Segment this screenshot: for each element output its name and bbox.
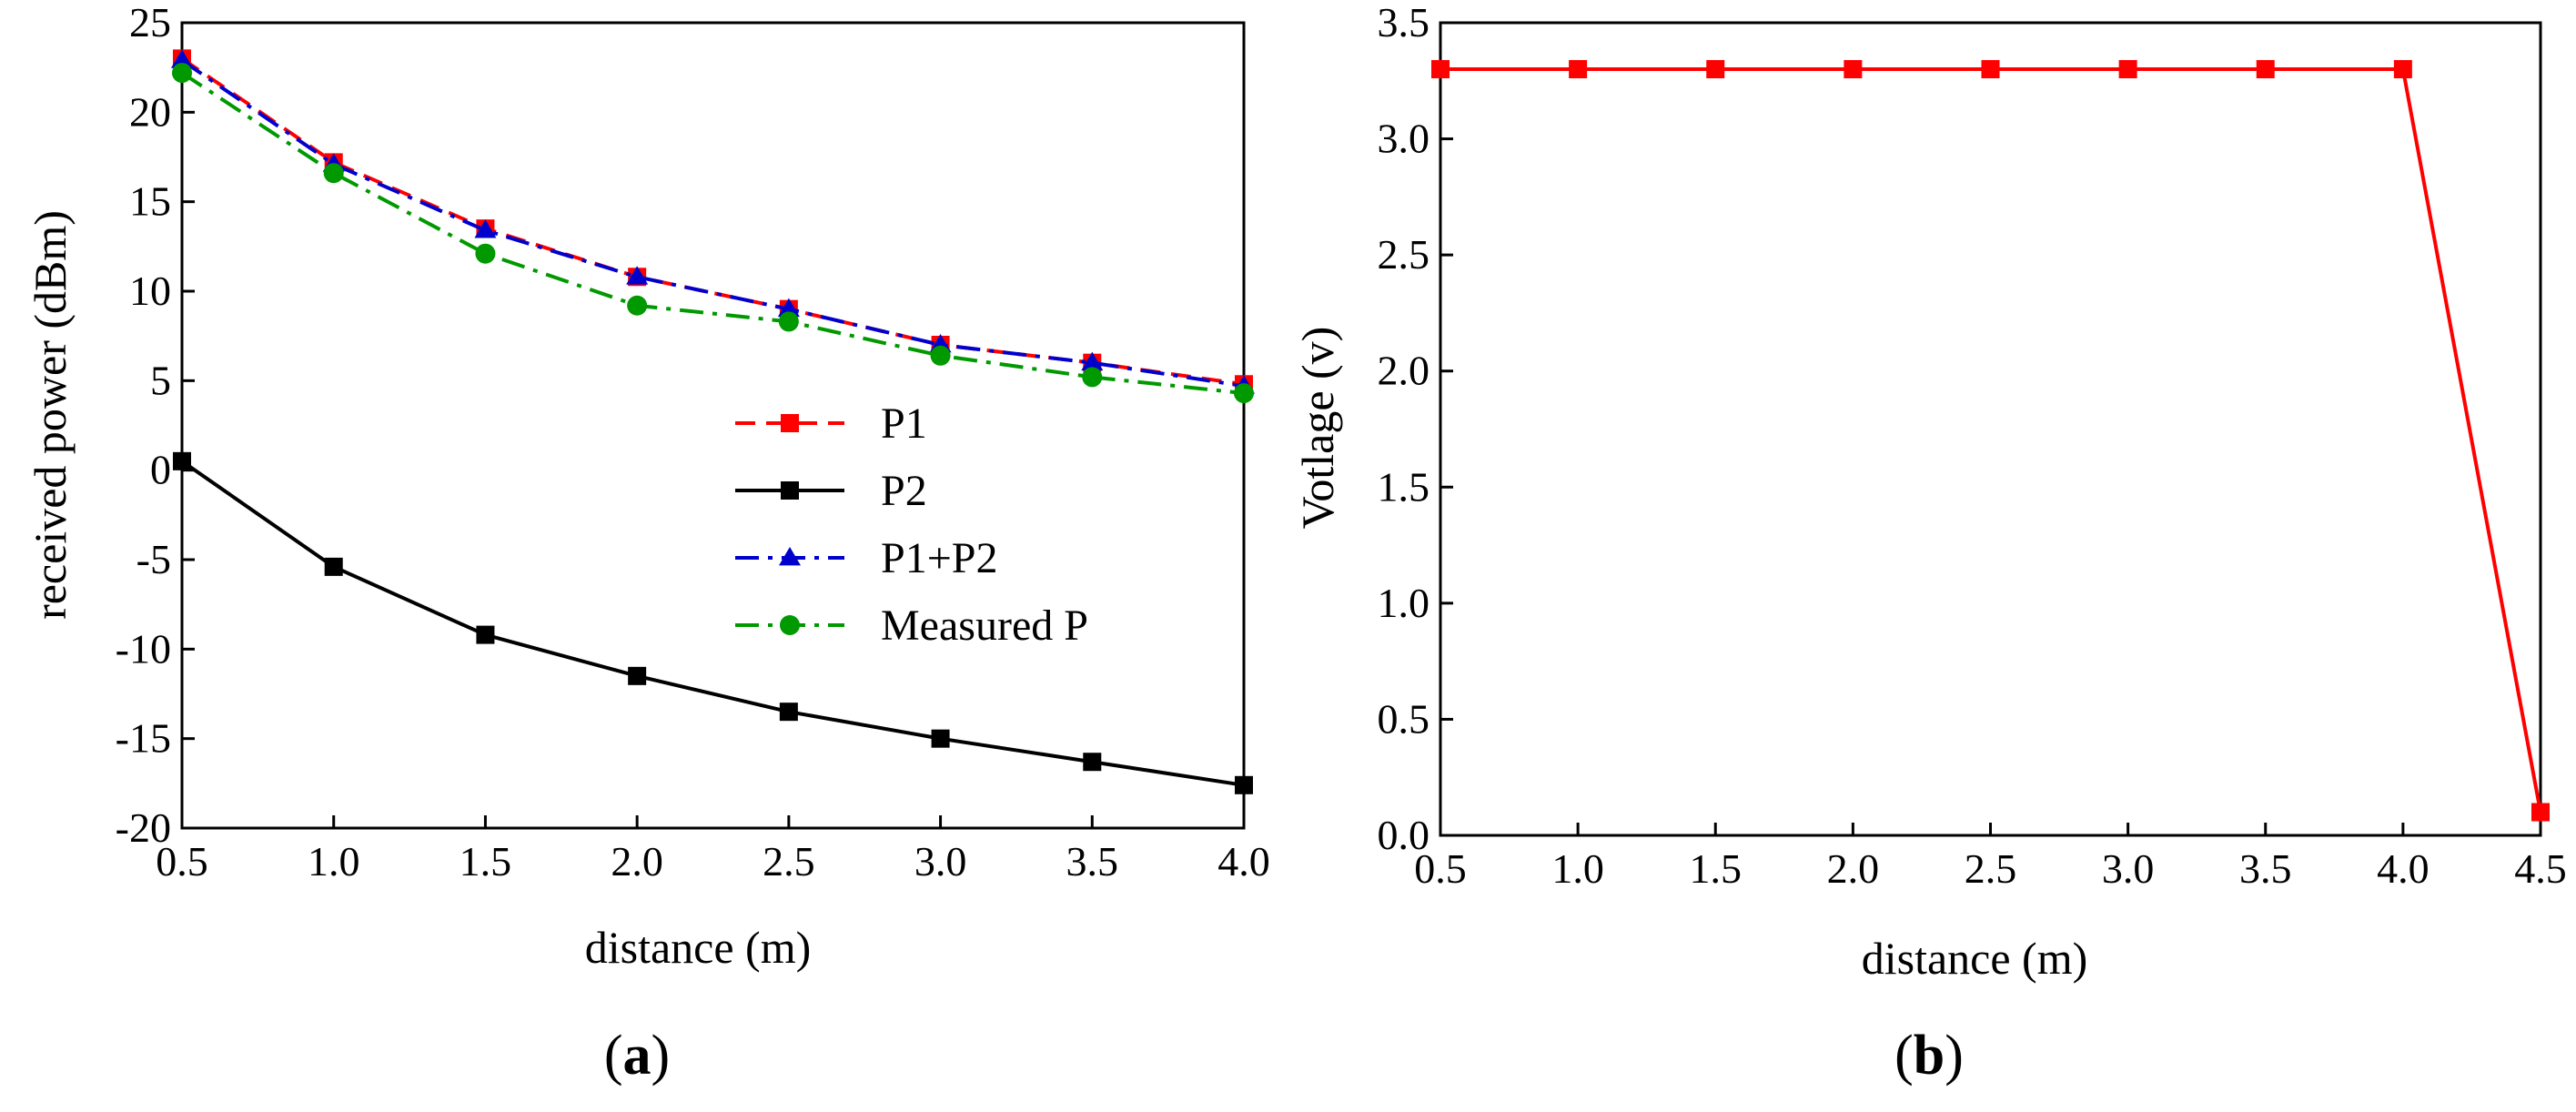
- panel-a-ytick-label: 25: [129, 0, 171, 45]
- panel-a-data-point-p2: [931, 729, 950, 748]
- panel-a-ytick-label: -10: [116, 625, 171, 672]
- panel-b-ytick-label: 2.0: [1378, 348, 1430, 394]
- panel-b-ylabel: Votlage (v): [1292, 327, 1343, 530]
- panel-a-data-point-p1-p2: [171, 49, 193, 68]
- panel-b-xtick-label: 1.0: [1551, 845, 1604, 892]
- panel-a-data-point-p2: [779, 703, 798, 722]
- panel-a-caption: (a): [604, 1025, 670, 1087]
- panel-a-ytick-label: 20: [129, 88, 171, 135]
- panel-b-xtick-label: 3.5: [2239, 845, 2292, 892]
- panel-b-ytick-label: 3.5: [1378, 0, 1430, 45]
- panel-b-ytick-label: 0.0: [1378, 812, 1430, 858]
- panel-a-data-point-measured-p: [930, 345, 951, 366]
- panel-a-series-line-p1-p2: [180, 58, 1245, 389]
- panel-b-data-point-voltage: [2531, 803, 2550, 822]
- panel-a-series-line-p2: [180, 460, 1245, 787]
- panel-a-ytick-label: -5: [136, 536, 171, 582]
- panel-b-xtick-label: 1.5: [1690, 845, 1743, 892]
- panel-a-legend-marker: [781, 481, 799, 500]
- panel-a-legend-marker: [780, 615, 800, 635]
- panel-b-data-point-voltage: [2393, 60, 2412, 79]
- panel-b-xtick-label: 4.5: [2514, 845, 2567, 892]
- panel-b-data-point-voltage: [1981, 60, 2000, 79]
- panel-a-legend-marker: [781, 414, 799, 432]
- panel-a-data-point-p2: [324, 557, 343, 576]
- panel-b-xtick-label: 4.0: [2377, 845, 2430, 892]
- panel-a-data-point-p2: [1235, 775, 1253, 794]
- panel-a-data-point-p1-p2: [474, 219, 497, 238]
- panel-b-ytick-label: 1.0: [1378, 580, 1430, 626]
- panel-a-data-point-measured-p: [172, 63, 192, 84]
- panel-a-ytick-label: 0: [150, 447, 171, 493]
- panel-b-data-point-voltage: [1569, 60, 1588, 79]
- panel-b-ytick-label: 3.0: [1378, 116, 1430, 162]
- panel-a-xlabel: distance (m): [585, 922, 812, 973]
- panel-a-data-point-measured-p: [323, 163, 344, 184]
- panel-a-data-point-measured-p: [1082, 367, 1103, 388]
- panel-a-data-point-p2: [476, 625, 495, 644]
- panel-a-legend-label: P1+P2: [881, 534, 997, 582]
- panel-b-xlabel: distance (m): [1862, 933, 2088, 984]
- panel-a-ytick-label: -20: [116, 804, 171, 851]
- panel-b-data-point-voltage: [1706, 60, 1725, 79]
- panel-a-xtick-label: 0.5: [156, 838, 208, 885]
- panel-a-ytick-label: 5: [150, 357, 171, 403]
- panel-a-ytick-label: 10: [129, 268, 171, 314]
- panel-a-series-line-measured-p: [180, 71, 1245, 396]
- panel-a-xtick-label: 2.0: [611, 838, 663, 885]
- panel-a-data-point-p1-p2: [777, 298, 800, 318]
- panel-b-data-point-voltage: [1431, 60, 1450, 79]
- panel-a-data-point-measured-p: [627, 295, 648, 316]
- panel-b-series-line-voltage: [1440, 67, 2542, 813]
- panel-a-xtick-label: 3.5: [1066, 838, 1119, 885]
- panel-a-legend-label: P1: [881, 399, 927, 448]
- panel-b-xtick-label: 0.5: [1414, 845, 1467, 892]
- panel-b-ytick-label: 0.5: [1378, 695, 1430, 742]
- panel-a-ytick-label: 15: [129, 178, 171, 225]
- panel-a-ytick-label: -15: [116, 715, 171, 762]
- panel-a-legend: P1 P2 P1+P2 Measured P: [735, 399, 1088, 650]
- panel-b-data-point-voltage: [1844, 60, 1863, 79]
- panel-a-chart: 0.5 1.0 1.5 2.0 2.5 3.0 3.5 4.0 25 20 15 10 5 0 -5 -10 -…: [25, 0, 1270, 1087]
- panel-a-xtick-label: 3.0: [914, 838, 967, 885]
- panel-b-data-point-voltage: [2256, 60, 2275, 79]
- panel-b-xtick-label: 3.0: [2102, 845, 2155, 892]
- panel-a-data-point-measured-p: [778, 311, 799, 332]
- panel-a-data-point-p2: [1083, 753, 1102, 772]
- panel-b-xtick-label: 2.5: [1965, 845, 2017, 892]
- panel-a-data-point-measured-p: [475, 243, 496, 264]
- panel-a-legend-marker: [779, 547, 801, 566]
- panel-a-data-point-p2: [628, 666, 647, 685]
- panel-b-plot-frame: [1439, 21, 2542, 837]
- panel-a-data-point-p2: [173, 451, 191, 470]
- panel-a-xtick-label: 1.0: [308, 838, 360, 885]
- panel-a-ylabel: received power (dBm): [25, 210, 76, 620]
- panel-a-data-point-measured-p: [1234, 383, 1254, 404]
- panel-b-ytick-label: 2.5: [1378, 231, 1430, 278]
- panel-b-data-point-voltage: [2118, 60, 2137, 79]
- panel-b-caption: (b): [1894, 1025, 1964, 1087]
- panel-b-ytick-label: 1.5: [1378, 463, 1430, 510]
- panel-b-chart: 0.5 1.0 1.5 2.0 2.5 3.0 3.5 4.0 4.5 3.5 3.0 2.5 2.0 1…: [1292, 0, 2567, 1087]
- panel-a-legend-label: P2: [881, 467, 927, 515]
- panel-a-series-line-p1: [180, 56, 1245, 387]
- panel-a-xtick-label: 2.5: [763, 838, 815, 885]
- panel-a-xtick-label: 1.5: [460, 838, 512, 885]
- panel-a-data-point-p1-p2: [1081, 351, 1104, 371]
- panel-a-plot-frame: [180, 21, 1246, 830]
- panel-b-xtick-label: 2.0: [1827, 845, 1880, 892]
- panel-a-xtick-label: 4.0: [1217, 838, 1270, 885]
- panel-a-data-point-p1-p2: [626, 266, 649, 285]
- panel-a-legend-label: Measured P: [881, 601, 1088, 650]
